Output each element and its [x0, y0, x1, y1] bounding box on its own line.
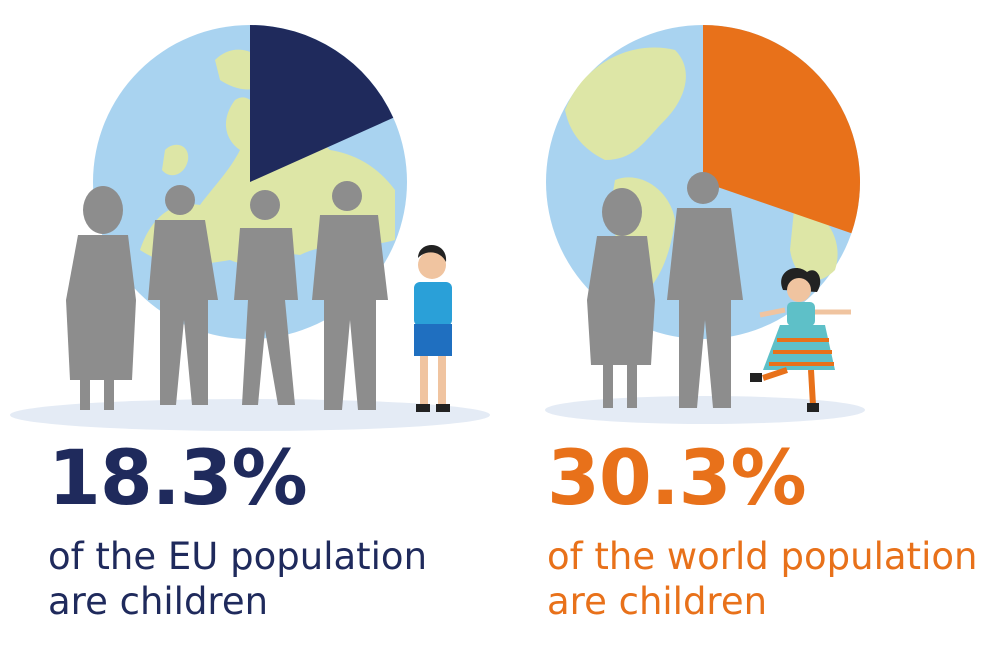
world-percentage: 30.3%	[547, 433, 807, 522]
adult-silhouette-icon	[234, 190, 298, 405]
adult-silhouette-icon	[148, 185, 218, 405]
land-africa	[790, 200, 838, 281]
ground-shadow	[545, 396, 865, 424]
boy-illustration-icon	[414, 244, 452, 412]
world-panel: 30.3% of the world population are childr…	[495, 0, 990, 661]
eu-panel: 18.3% of the EU population are children	[0, 0, 495, 661]
world-caption-line2: are children	[547, 580, 768, 623]
adult-silhouette-icon	[667, 172, 743, 408]
world-caption: of the world population are children	[547, 534, 977, 624]
eu-illustration	[10, 24, 490, 431]
eu-pie-slice	[250, 24, 394, 182]
adults-group	[66, 181, 388, 410]
land-uk	[162, 144, 189, 176]
eu-percentage: 18.3%	[48, 433, 308, 522]
world-pie-slice	[703, 25, 861, 234]
world-caption-line1: of the world population	[547, 535, 978, 578]
adult-silhouette-icon	[587, 188, 655, 408]
land-north-america	[565, 47, 686, 160]
eu-caption-line2: are children	[48, 580, 269, 623]
world-illustration	[545, 25, 865, 424]
adult-silhouette-icon	[66, 186, 136, 410]
eu-caption: of the EU population are children	[48, 534, 427, 624]
adult-silhouette-icon	[312, 181, 388, 410]
eu-caption-line1: of the EU population	[48, 535, 428, 578]
girl-illustration-icon	[750, 268, 851, 412]
adults-group	[587, 172, 743, 408]
